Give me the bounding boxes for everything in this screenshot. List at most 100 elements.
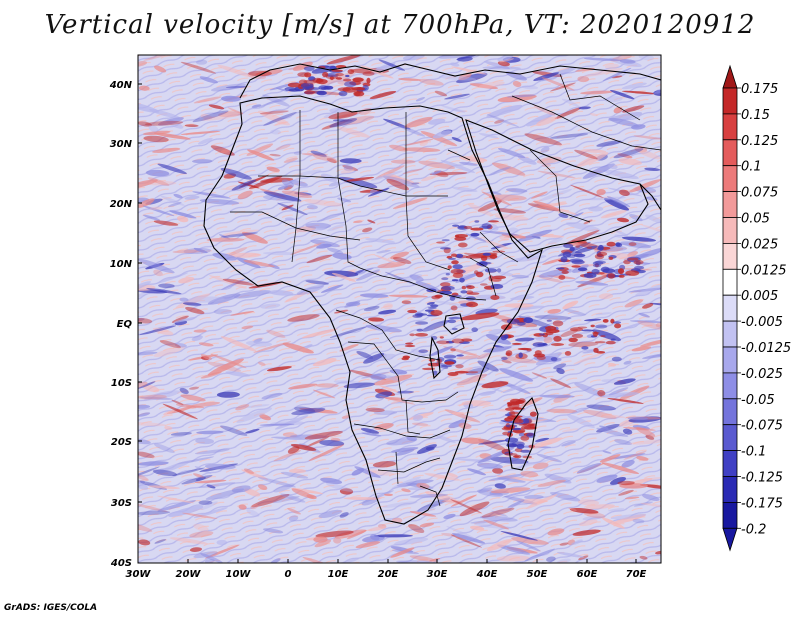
velocity-streak	[533, 200, 560, 211]
velocity-cell	[445, 273, 450, 276]
velocity-cell	[344, 81, 357, 87]
velocity-cell	[449, 296, 456, 301]
velocity-streak	[459, 156, 488, 163]
velocity-cell	[351, 87, 365, 91]
velocity-streak	[356, 269, 380, 281]
velocity-cell	[618, 274, 625, 278]
velocity-streak	[614, 229, 628, 237]
velocity-streak	[221, 95, 241, 102]
velocity-streak	[557, 551, 584, 558]
velocity-streak	[390, 251, 409, 260]
velocity-streak	[287, 446, 300, 454]
colorbar-label: -0.005	[741, 315, 783, 330]
lon-tick-label: 10W	[226, 569, 252, 580]
velocity-streak	[478, 81, 505, 89]
velocity-streak	[359, 293, 389, 298]
velocity-streak	[614, 234, 624, 239]
velocity-streak	[469, 525, 485, 531]
velocity-streak	[138, 510, 171, 516]
velocity-streak	[193, 247, 208, 254]
velocity-cell	[617, 268, 625, 274]
velocity-streak	[637, 320, 661, 331]
velocity-cell	[504, 417, 514, 422]
velocity-cell	[463, 225, 473, 230]
velocity-cell	[516, 443, 525, 449]
velocity-cell	[614, 323, 622, 329]
velocity-streak	[610, 89, 635, 100]
velocity-streak	[526, 113, 553, 127]
lon-axis: 30W 20W 10W 0 10E 20E 30E 40E 50E 60E 70…	[126, 559, 647, 580]
velocity-streak	[327, 247, 344, 254]
velocity-cell	[322, 71, 329, 78]
velocity-streak	[138, 61, 147, 67]
velocity-streak	[389, 144, 409, 152]
velocity-streak	[154, 65, 167, 73]
velocity-cell	[594, 341, 606, 344]
velocity-cell	[441, 285, 455, 291]
velocity-cell	[447, 265, 452, 269]
velocity-streak	[257, 484, 268, 491]
colorbar-label: 0.125	[741, 134, 778, 149]
velocity-streak	[388, 294, 428, 298]
colorbar-bottom-arrow	[722, 527, 738, 552]
velocity-streak	[365, 469, 395, 476]
coastlines	[203, 63, 661, 525]
velocity-streak	[565, 222, 601, 232]
velocity-streak	[313, 536, 328, 543]
velocity-streak	[524, 548, 555, 562]
velocity-cell	[575, 245, 580, 248]
velocity-streak	[584, 318, 602, 322]
velocity-streak	[434, 90, 448, 97]
velocity-streak	[369, 90, 397, 100]
velocity-streak	[180, 61, 217, 74]
velocity-streak	[429, 558, 441, 562]
velocity-cell	[331, 69, 344, 72]
velocity-streak	[550, 378, 571, 389]
velocity-streak	[138, 404, 151, 409]
velocity-streak	[549, 82, 576, 92]
velocity-streak	[200, 553, 223, 563]
velocity-streak	[213, 309, 233, 315]
velocity-streak	[497, 61, 510, 67]
velocity-streak	[169, 537, 208, 545]
velocity-streak	[149, 109, 180, 119]
velocity-streak	[553, 363, 567, 370]
velocity-streak	[376, 249, 391, 254]
velocity-streak	[446, 526, 477, 540]
velocity-cell	[605, 340, 616, 345]
colorbar-label: 0.075	[741, 186, 778, 201]
velocity-streak	[478, 439, 508, 445]
velocity-streak	[336, 126, 371, 138]
velocity-cell	[501, 356, 508, 360]
velocity-cell	[593, 331, 598, 337]
velocity-streak	[577, 499, 600, 506]
velocity-streak	[479, 390, 496, 396]
lake-tanganyika	[429, 336, 441, 380]
velocity-cell	[577, 326, 588, 329]
velocity-streak	[373, 410, 397, 416]
velocity-cell	[407, 309, 418, 314]
velocity-streak	[596, 427, 629, 437]
lat-tick-label: 20S	[111, 437, 132, 448]
velocity-cell	[470, 227, 484, 231]
velocity-streak	[193, 473, 205, 479]
velocity-streak	[429, 346, 453, 357]
velocity-cell	[526, 432, 536, 438]
velocity-streak	[390, 547, 415, 558]
velocity-streak	[440, 105, 466, 113]
colorbar-label: -0.025	[741, 367, 783, 382]
velocity-streak	[500, 356, 537, 364]
velocity-streak	[608, 453, 646, 460]
colorbar-label: -0.1	[741, 445, 766, 460]
lat-tick-label: EQ	[117, 319, 133, 330]
velocity-cell	[518, 352, 523, 359]
velocity-streak	[320, 477, 343, 485]
velocity-streak	[192, 191, 231, 199]
velocity-streak	[138, 466, 160, 481]
velocity-streak	[144, 390, 181, 401]
velocity-streak	[230, 310, 255, 316]
velocity-cell	[450, 268, 464, 275]
velocity-streak	[192, 159, 213, 164]
velocity-streak	[383, 303, 394, 310]
velocity-streak	[157, 163, 187, 175]
